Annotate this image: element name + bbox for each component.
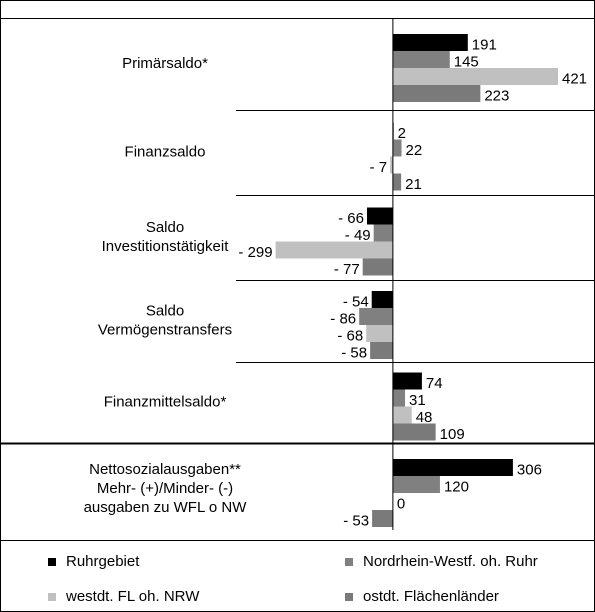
value-label: - 54 — [343, 293, 369, 310]
bar — [362, 258, 393, 276]
bar — [392, 85, 481, 102]
value-label: - 66 — [338, 210, 364, 227]
category-label: Saldo — [146, 302, 184, 319]
value-label: - 86 — [330, 310, 356, 327]
value-label: 2 — [398, 125, 406, 142]
bar — [392, 68, 559, 85]
category-label: Vermögenstransfers — [98, 321, 232, 338]
bar — [366, 325, 393, 342]
bar — [392, 372, 422, 390]
value-label: 21 — [405, 176, 422, 193]
bar — [390, 156, 393, 174]
value-label: 223 — [484, 87, 509, 104]
category-label: Finanzmittelsaldo* — [104, 393, 227, 410]
category-label: Nettosozialausgaben** — [89, 461, 241, 478]
bar — [370, 342, 393, 359]
legend-swatch — [345, 593, 353, 601]
value-label: - 58 — [341, 344, 367, 361]
value-label: 145 — [454, 53, 479, 70]
bar — [371, 291, 393, 308]
value-label: 74 — [426, 375, 443, 392]
legend-label: westdt. FL oh. NRW — [65, 588, 200, 605]
value-label: - 7 — [370, 159, 388, 176]
value-label: 306 — [517, 461, 542, 478]
bar — [367, 207, 393, 225]
bar — [392, 406, 412, 424]
bar — [392, 51, 450, 68]
category-label: Mehr- (+)/Minder- (-) — [97, 480, 233, 497]
legend-swatch — [345, 558, 353, 566]
category-label: Finanzsaldo — [125, 143, 206, 160]
legend-label: ostdt. Flächenländer — [363, 588, 499, 605]
category-label: Investitionstätigkeit — [102, 238, 230, 255]
legend-label: Nordrhein-Westf. oh. Ruhr — [363, 553, 538, 570]
legend-swatch — [48, 558, 56, 566]
legend-swatch — [48, 593, 56, 601]
value-label: - 49 — [345, 227, 371, 244]
bar — [392, 476, 440, 493]
category-label: Saldo — [146, 219, 184, 236]
bar — [392, 139, 402, 157]
bar — [392, 423, 436, 441]
bar — [392, 459, 513, 476]
value-label: 0 — [397, 495, 405, 512]
value-label: 22 — [406, 142, 423, 159]
value-label: - 77 — [334, 261, 360, 278]
bar — [392, 173, 402, 191]
bar — [372, 510, 393, 527]
legend-label: Ruhrgebiet — [66, 553, 140, 570]
value-label: - 53 — [343, 512, 369, 529]
value-label: 421 — [562, 70, 587, 87]
bar — [373, 224, 393, 242]
value-label: - 299 — [238, 244, 272, 261]
bar — [392, 389, 406, 407]
value-label: 109 — [440, 426, 465, 443]
value-label: - 68 — [337, 327, 363, 344]
value-label: 48 — [416, 409, 433, 426]
category-label: ausgaben zu WFL o NW — [84, 499, 248, 516]
category-label: Primärsaldo* — [122, 55, 208, 72]
value-label: 31 — [409, 392, 426, 409]
bar — [275, 241, 393, 259]
value-label: 191 — [472, 36, 497, 53]
bar — [392, 34, 468, 51]
value-label: 120 — [444, 478, 469, 495]
bar — [359, 308, 393, 325]
